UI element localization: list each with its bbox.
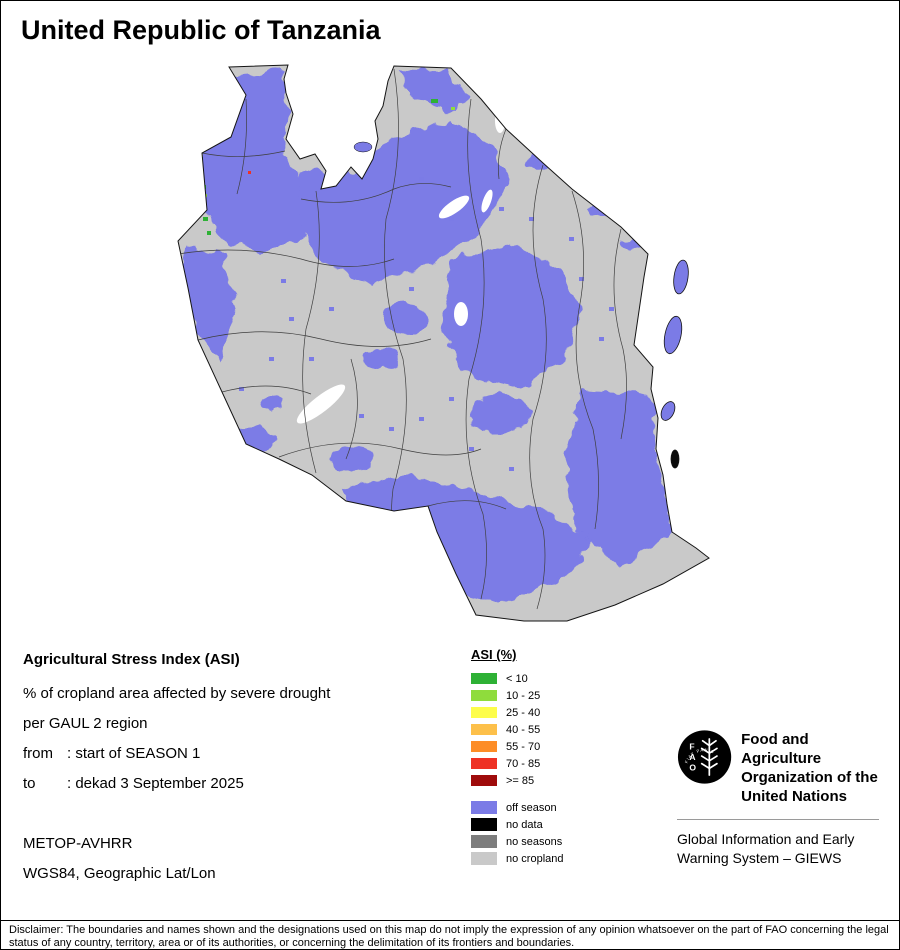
sensor-name: METOP-AVHRR xyxy=(23,835,133,852)
legend-swatch xyxy=(471,707,497,718)
disclaimer-bar: Disclaimer: The boundaries and names sho… xyxy=(1,920,899,949)
legend-asi-classes: < 10 10 - 25 25 - 40 40 - 55 55 - 70 70 … xyxy=(471,670,564,789)
legend-label: 55 - 70 xyxy=(506,740,541,753)
legend-item: no cropland xyxy=(471,850,564,867)
mafia-island xyxy=(660,401,676,421)
off-season-blob xyxy=(471,394,531,434)
country-outline xyxy=(177,64,710,622)
legend-item: 25 - 40 xyxy=(471,704,564,721)
legend-label: < 10 xyxy=(506,672,528,685)
off-season-blob xyxy=(566,389,671,569)
legend-item: no data xyxy=(471,816,564,833)
disclaimer-text: Disclaimer: The boundaries and names sho… xyxy=(9,924,889,949)
legend-label: >= 85 xyxy=(506,774,535,787)
legend-item: >= 85 xyxy=(471,772,564,789)
legend-swatch xyxy=(471,801,497,814)
admin-boundaries xyxy=(178,68,627,610)
off-season-blob xyxy=(329,447,373,471)
legend-label: 70 - 85 xyxy=(506,757,541,770)
ukerewe-island xyxy=(353,141,373,153)
legend-item: off season xyxy=(471,799,564,816)
legend-item: < 10 xyxy=(471,670,564,687)
fao-block: F A O FIAT PANIS Food and Agriculture Or… xyxy=(677,728,879,868)
legend-swatch xyxy=(471,741,497,752)
tanzania-map xyxy=(151,59,731,649)
svg-text:A: A xyxy=(689,752,695,762)
off-season-blob xyxy=(296,119,511,284)
fao-divider xyxy=(677,819,879,820)
legend-title: ASI (%) xyxy=(471,647,517,662)
legend-label: no cropland xyxy=(506,852,564,865)
legend-swatch xyxy=(471,835,497,848)
off-season-blob xyxy=(527,149,571,169)
off-season-speckle xyxy=(239,177,614,471)
info-description: % of cropland area affected by severe dr… xyxy=(23,685,331,702)
legend-item: no seasons xyxy=(471,833,564,850)
from-label: from xyxy=(23,745,53,762)
off-season-blob xyxy=(397,69,471,114)
pemba-island xyxy=(673,259,689,295)
to-value: : dekad 3 September 2025 xyxy=(67,775,244,792)
fao-org-name: Food and Agriculture Organization of the… xyxy=(741,731,878,805)
giews-label: Global Information and Early Warning Sys… xyxy=(677,831,855,866)
to-label: to xyxy=(23,775,36,792)
inland-lakes xyxy=(296,109,505,424)
legend-swatch xyxy=(471,852,497,865)
fao-logo-icon: F A O FIAT PANIS xyxy=(677,730,732,784)
off-season-blob xyxy=(181,244,236,364)
legend-label: 25 - 40 xyxy=(506,706,541,719)
tanzania-asi-map-svg xyxy=(177,64,710,622)
off-season-blob xyxy=(341,474,591,604)
legend-swatch xyxy=(471,724,497,735)
islands xyxy=(353,141,689,469)
legend-swatch xyxy=(471,673,497,684)
off-season-blob xyxy=(587,201,619,217)
svg-text:F: F xyxy=(689,741,694,751)
legend-label: off season xyxy=(506,801,557,814)
off-season-blob xyxy=(229,426,273,452)
off-season-blob xyxy=(363,347,399,371)
legend-item: 40 - 55 xyxy=(471,721,564,738)
info-from: from : start of SEASON 1 xyxy=(23,739,453,769)
map-legend: ASI (%) < 10 10 - 25 25 - 40 40 - 55 55 … xyxy=(471,647,564,867)
legend-swatch xyxy=(471,818,497,831)
off-season-layer xyxy=(178,65,671,610)
legend-swatch xyxy=(471,758,497,769)
legend-label: 40 - 55 xyxy=(506,723,541,736)
legend-swatch xyxy=(471,775,497,786)
off-season-blob xyxy=(259,396,283,412)
legend-item: 70 - 85 xyxy=(471,755,564,772)
legend-label: no seasons xyxy=(506,835,563,848)
zanzibar-island xyxy=(663,315,683,355)
asi-heading: Agricultural Stress Index (ASI) xyxy=(23,651,240,668)
page-title: United Republic of Tanzania xyxy=(21,15,381,45)
legend-label: 10 - 25 xyxy=(506,689,541,702)
off-season-blob xyxy=(384,303,428,335)
svg-text:O: O xyxy=(689,762,696,772)
fao-identity: F A O FIAT PANIS Food and Agriculture Or… xyxy=(677,728,879,806)
coastal-islet xyxy=(670,449,680,469)
legend-item: 10 - 25 xyxy=(471,687,564,704)
info-to: to : dekad 3 September 2025 xyxy=(23,769,453,799)
info-region-level: per GAUL 2 region xyxy=(23,715,148,732)
legend-extra-classes: off season no data no seasons no croplan… xyxy=(471,799,564,867)
legend-item: 55 - 70 xyxy=(471,738,564,755)
legend-label: no data xyxy=(506,818,543,831)
off-season-blob xyxy=(619,238,643,250)
legend-swatch xyxy=(471,690,497,701)
projection-name: WGS84, Geographic Lat/Lon xyxy=(23,865,216,882)
map-info-block: Agricultural Stress Index (ASI) % of cro… xyxy=(23,645,453,889)
from-value: : start of SEASON 1 xyxy=(67,745,201,762)
